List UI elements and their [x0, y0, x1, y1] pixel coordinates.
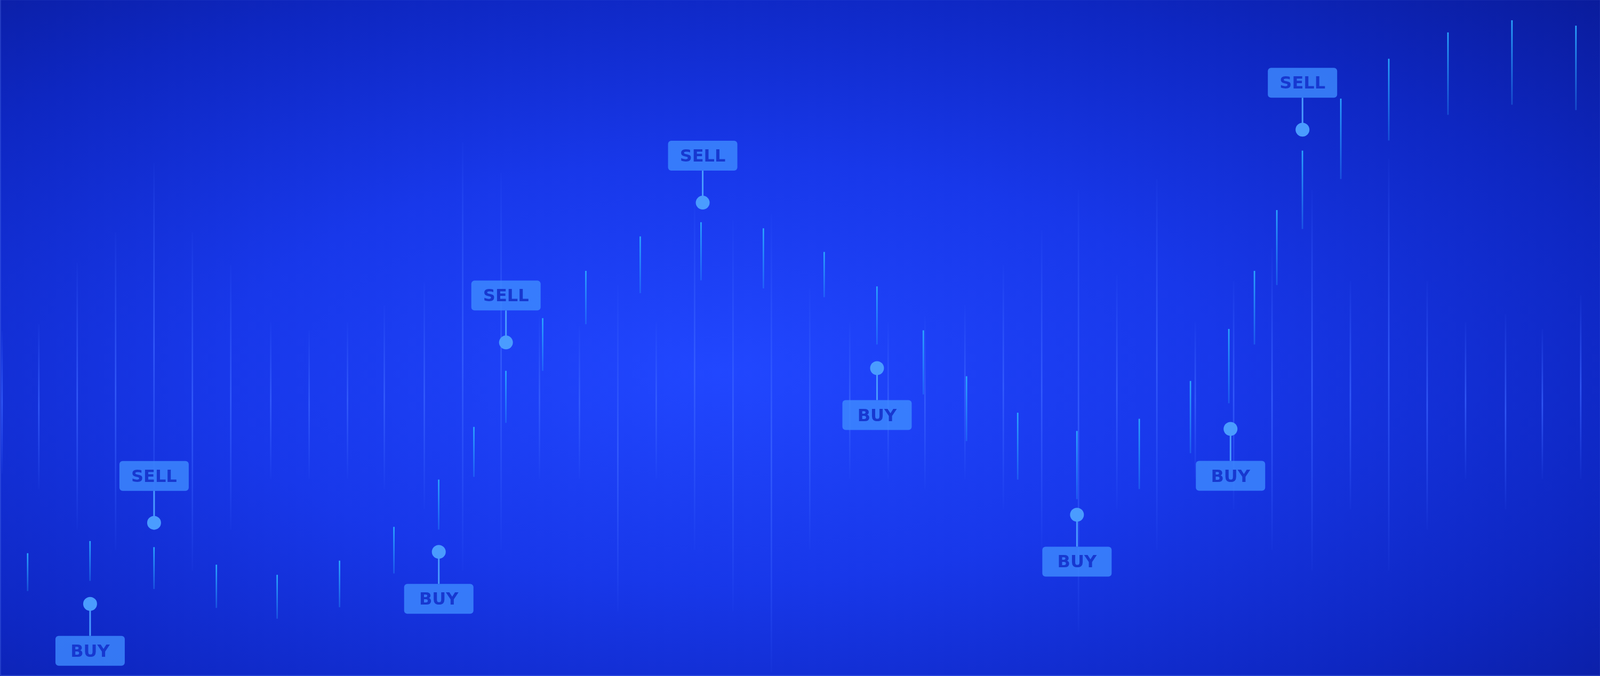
svg-text:SELL: SELL	[131, 466, 178, 487]
svg-text:BUY: BUY	[1210, 466, 1251, 487]
svg-text:SELL: SELL	[483, 285, 530, 306]
svg-text:BUY: BUY	[70, 641, 110, 662]
svg-text:SELL: SELL	[680, 145, 726, 166]
svg-text:BUY: BUY	[857, 405, 898, 426]
svg-text:SELL: SELL	[1279, 72, 1326, 93]
svg-text:BUY: BUY	[419, 588, 459, 610]
svg-text:BUY: BUY	[1057, 551, 1098, 572]
